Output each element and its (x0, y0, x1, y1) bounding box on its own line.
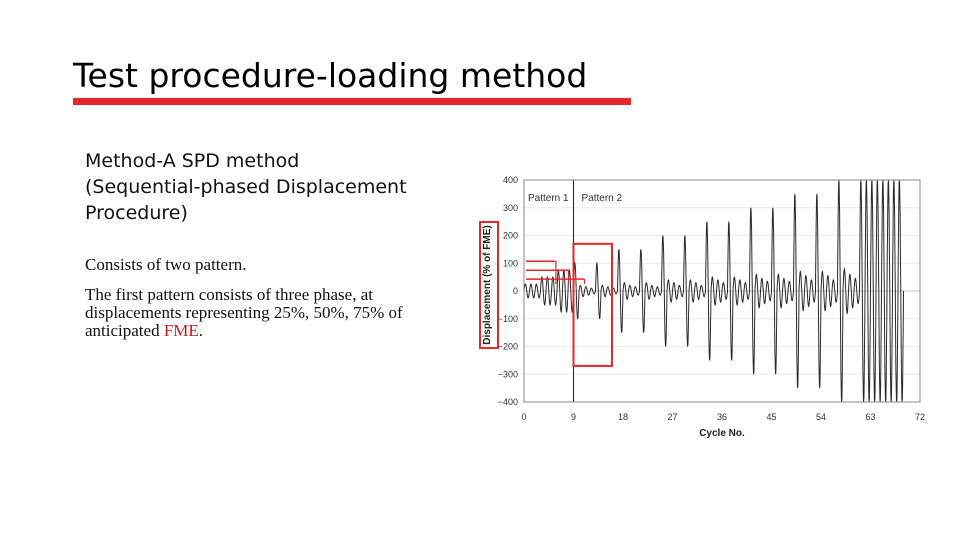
y-tick-label: 400 (503, 175, 518, 185)
x-tick-label: 36 (717, 412, 727, 422)
x-tick-label: 72 (915, 412, 925, 422)
y-tick-labels: 400 300 200 100 0 −100 −200 −300 −400 (498, 175, 518, 407)
x-tick-label: 54 (816, 412, 826, 422)
x-axis-label: Cycle No. (699, 428, 745, 439)
paragraph-first-pattern: The first pattern consists of three phas… (85, 286, 445, 340)
title-underline (73, 98, 631, 105)
pattern-2-label: Pattern 2 (582, 193, 623, 204)
paragraph-end: . (198, 321, 204, 340)
y-tick-label: −400 (498, 397, 518, 407)
fme-highlight: FME (163, 321, 199, 340)
chart-signal (523, 179, 904, 403)
loading-protocol-chart: 400 300 200 100 0 −100 −200 −300 −400 0 9 18 27 36 45… (476, 168, 936, 444)
slide-title: Test procedure-loading method (73, 56, 588, 95)
annotation-overlay (479, 221, 613, 367)
pattern-2-highlight-box (572, 242, 613, 367)
method-line-3: Procedure) (85, 202, 188, 224)
x-tick-label: 45 (766, 412, 776, 422)
plot-frame (523, 179, 921, 403)
y-tick-label: 100 (503, 258, 518, 268)
y-tick-label: 0 (513, 286, 518, 296)
paragraph-first-pattern-text: The first pattern consists of three phas… (85, 285, 403, 340)
y-tick-label: −100 (498, 314, 518, 324)
y-axis-label-highlight-box (479, 221, 499, 349)
paragraph-pattern-count: Consists of two pattern. (85, 255, 247, 274)
y-tick-label: 200 (503, 231, 518, 241)
chart-background (476, 168, 936, 444)
x-tick-label: 18 (618, 412, 628, 422)
y-tick-label: −300 (498, 369, 518, 379)
y-tick-label: −200 (498, 342, 518, 352)
pattern-1-label: Pattern 1 (528, 193, 569, 204)
y-tick-label: 300 (503, 203, 518, 213)
y-axis-label: Displacement (% of FME) (482, 225, 493, 344)
method-heading: Method-A SPD method (Sequential-phased D… (85, 148, 407, 226)
displacement-series-line (523, 179, 904, 403)
body-text: Consists of two pattern. The first patte… (85, 256, 445, 352)
x-tick-label: 63 (865, 412, 875, 422)
method-line-1: Method-A SPD method (85, 150, 300, 172)
x-tick-label: 27 (667, 412, 677, 422)
x-tick-label: 9 (571, 412, 576, 422)
x-tick-label: 0 (521, 412, 526, 422)
method-line-2: (Sequential-phased Displacement (85, 176, 407, 198)
x-tick-labels: 0 9 18 27 36 45 54 63 72 (521, 412, 925, 422)
